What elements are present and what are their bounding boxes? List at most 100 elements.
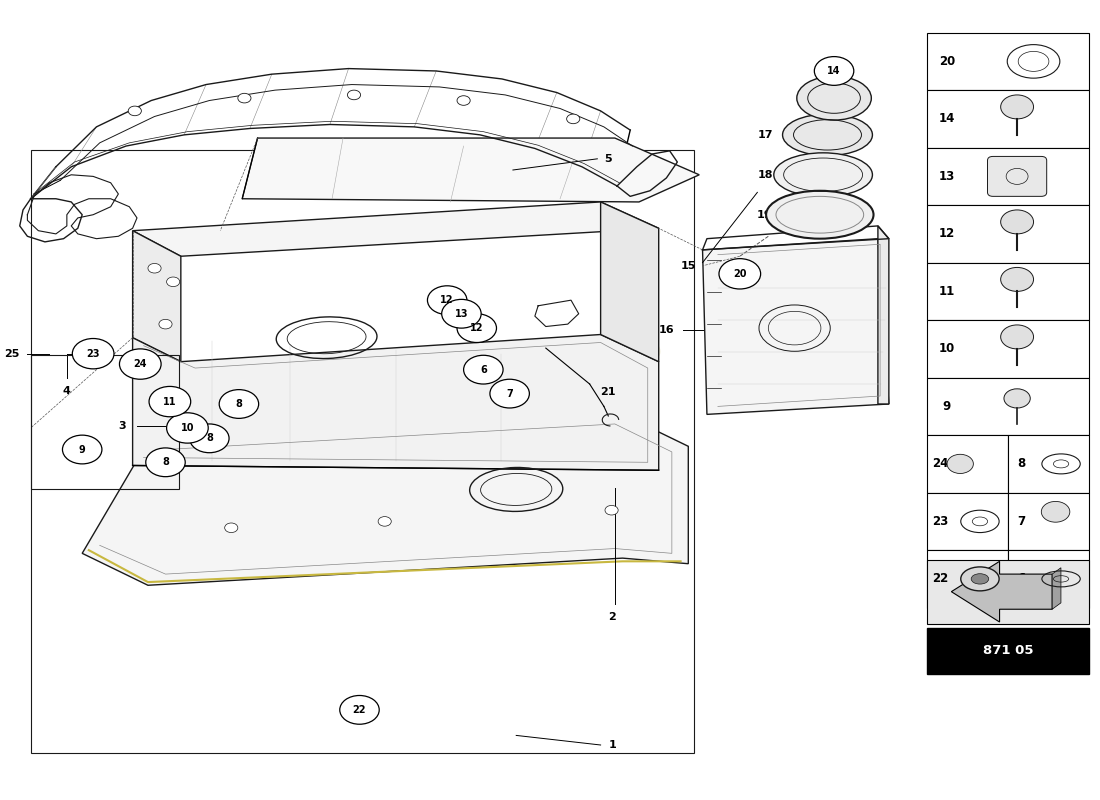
Circle shape [189, 424, 229, 453]
Circle shape [1001, 95, 1034, 119]
Text: 12: 12 [440, 295, 454, 305]
Bar [1009, 435, 1089, 493]
Circle shape [1004, 389, 1031, 408]
Circle shape [1001, 267, 1034, 291]
Circle shape [148, 263, 161, 273]
Bar [1009, 550, 1089, 608]
Polygon shape [878, 226, 889, 404]
Text: 4: 4 [63, 386, 70, 396]
Text: 10: 10 [180, 423, 195, 433]
Circle shape [158, 319, 172, 329]
Circle shape [605, 506, 618, 515]
Bar [927, 320, 1089, 378]
Polygon shape [952, 562, 1053, 622]
Text: 22: 22 [353, 705, 366, 715]
Text: a passion for parts: a passion for parts [266, 524, 409, 539]
Circle shape [814, 57, 854, 86]
Ellipse shape [796, 76, 871, 120]
Polygon shape [1053, 568, 1060, 610]
Ellipse shape [971, 574, 989, 584]
Circle shape [63, 435, 102, 464]
Text: 25: 25 [4, 349, 20, 358]
Text: 12: 12 [470, 323, 484, 333]
Circle shape [150, 386, 190, 417]
Text: 7: 7 [506, 389, 513, 398]
Circle shape [219, 390, 258, 418]
Bar [927, 262, 1089, 320]
Circle shape [146, 448, 185, 477]
Text: 8: 8 [235, 399, 242, 409]
Bar [31, 355, 178, 490]
Bar [927, 33, 1089, 90]
Text: 11: 11 [163, 397, 177, 406]
Text: 14: 14 [827, 66, 840, 76]
Bar [927, 493, 1009, 550]
Bar [927, 560, 1089, 624]
Circle shape [1001, 325, 1034, 349]
Text: 9: 9 [79, 445, 86, 454]
Text: 8: 8 [1018, 458, 1025, 470]
Text: 23: 23 [933, 515, 948, 528]
FancyBboxPatch shape [988, 157, 1047, 196]
Text: 24: 24 [932, 458, 948, 470]
Bar [1009, 493, 1089, 550]
Text: 1: 1 [608, 740, 616, 750]
Text: 871 05: 871 05 [983, 644, 1034, 658]
Text: 2: 2 [607, 612, 616, 622]
Circle shape [340, 695, 379, 724]
Bar [927, 378, 1089, 435]
Text: 19: 19 [757, 210, 772, 220]
Text: 17: 17 [757, 130, 772, 140]
Text: 18: 18 [757, 170, 772, 180]
Text: 6: 6 [1018, 572, 1025, 586]
Bar [927, 628, 1089, 674]
Bar [927, 205, 1089, 262]
Text: 22: 22 [933, 572, 948, 586]
Circle shape [120, 349, 161, 379]
Ellipse shape [773, 153, 872, 197]
Text: 8: 8 [206, 434, 212, 443]
Text: 16: 16 [659, 325, 674, 334]
Text: 13: 13 [454, 309, 469, 318]
Circle shape [224, 523, 238, 533]
Circle shape [238, 94, 251, 103]
Circle shape [566, 114, 580, 124]
Bar [927, 550, 1009, 608]
Circle shape [456, 314, 496, 342]
Polygon shape [133, 202, 659, 256]
Circle shape [129, 106, 142, 116]
Text: 23: 23 [87, 349, 100, 358]
Circle shape [378, 517, 392, 526]
Text: 15: 15 [681, 261, 696, 271]
Text: 3: 3 [119, 421, 126, 430]
Circle shape [166, 277, 179, 286]
Polygon shape [133, 230, 180, 362]
Ellipse shape [960, 567, 999, 591]
Circle shape [348, 90, 361, 100]
Text: 24: 24 [133, 359, 147, 369]
Text: 6: 6 [480, 365, 486, 374]
Text: 8: 8 [162, 458, 169, 467]
Text: 21: 21 [601, 387, 616, 397]
Bar [31, 150, 694, 753]
Text: ELDO: ELDO [221, 414, 454, 490]
Circle shape [428, 286, 466, 314]
Circle shape [947, 454, 974, 474]
Polygon shape [133, 334, 659, 470]
Text: 5: 5 [604, 154, 612, 164]
Text: 1985: 1985 [571, 334, 663, 367]
Bar [927, 435, 1009, 493]
Circle shape [442, 299, 481, 328]
Circle shape [463, 355, 503, 384]
Circle shape [490, 379, 529, 408]
Text: 12: 12 [938, 227, 955, 240]
Circle shape [1042, 502, 1070, 522]
Text: 14: 14 [938, 112, 955, 126]
Bar [927, 90, 1089, 148]
Ellipse shape [766, 190, 873, 238]
Text: 10: 10 [938, 342, 955, 355]
Circle shape [166, 413, 208, 443]
Text: 13: 13 [938, 170, 955, 183]
Polygon shape [703, 238, 889, 414]
Circle shape [1001, 210, 1034, 234]
